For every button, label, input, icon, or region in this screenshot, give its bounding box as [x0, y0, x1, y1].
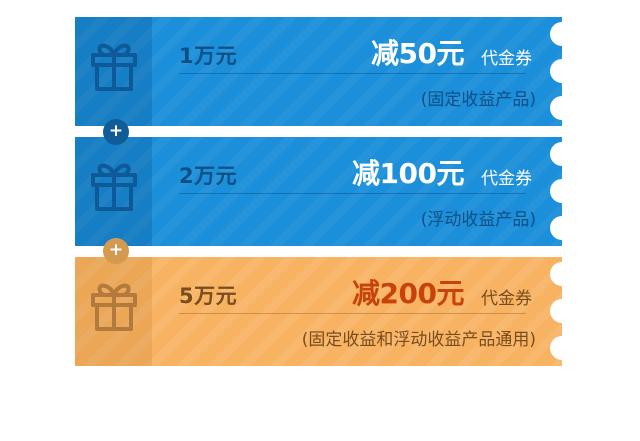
coupon-type: 代金券	[481, 289, 532, 309]
coupon-scope: (浮动收益产品)	[420, 210, 536, 230]
coupon-stub	[75, 17, 152, 126]
plus-connector-icon: +	[103, 119, 129, 145]
coupon-threshold: 5万元	[179, 284, 238, 308]
ticket-notch	[550, 179, 562, 203]
coupon-type: 代金券	[481, 169, 532, 189]
ticket-notch	[550, 142, 562, 166]
ticket-notch	[550, 336, 562, 360]
coupon-divider	[179, 313, 526, 314]
coupon-discount: 减200元	[352, 277, 464, 310]
gift-icon	[91, 283, 137, 331]
gift-icon	[91, 163, 137, 211]
coupon-card[interactable]: 2万元 减100元 代金券 (浮动收益产品)	[75, 137, 562, 246]
coupon-scope: (固定收益产品)	[420, 90, 536, 110]
ticket-notch	[550, 299, 562, 323]
coupon-discount: 减50元	[371, 37, 464, 70]
coupon-card[interactable]: 1万元 减50元 代金券 (固定收益产品)	[75, 17, 562, 126]
ticket-notch	[550, 262, 562, 286]
coupon-scope: (固定收益和浮动收益产品通用)	[301, 330, 536, 350]
ticket-notch	[550, 96, 562, 120]
coupon-threshold: 1万元	[179, 44, 238, 68]
ticket-notch	[550, 216, 562, 240]
coupon-card[interactable]: 5万元 减200元 代金券 (固定收益和浮动收益产品通用)	[75, 257, 562, 366]
coupon-type: 代金券	[481, 49, 532, 69]
coupon-divider	[179, 73, 526, 74]
plus-connector-icon: +	[103, 238, 129, 264]
coupon-stub	[75, 257, 152, 366]
coupon-divider	[179, 193, 526, 194]
coupon-discount: 减100元	[352, 157, 464, 190]
coupon-threshold: 2万元	[179, 164, 238, 188]
gift-icon	[91, 43, 137, 91]
ticket-notch	[550, 22, 562, 46]
coupon-stub	[75, 137, 152, 246]
ticket-notch	[550, 59, 562, 83]
